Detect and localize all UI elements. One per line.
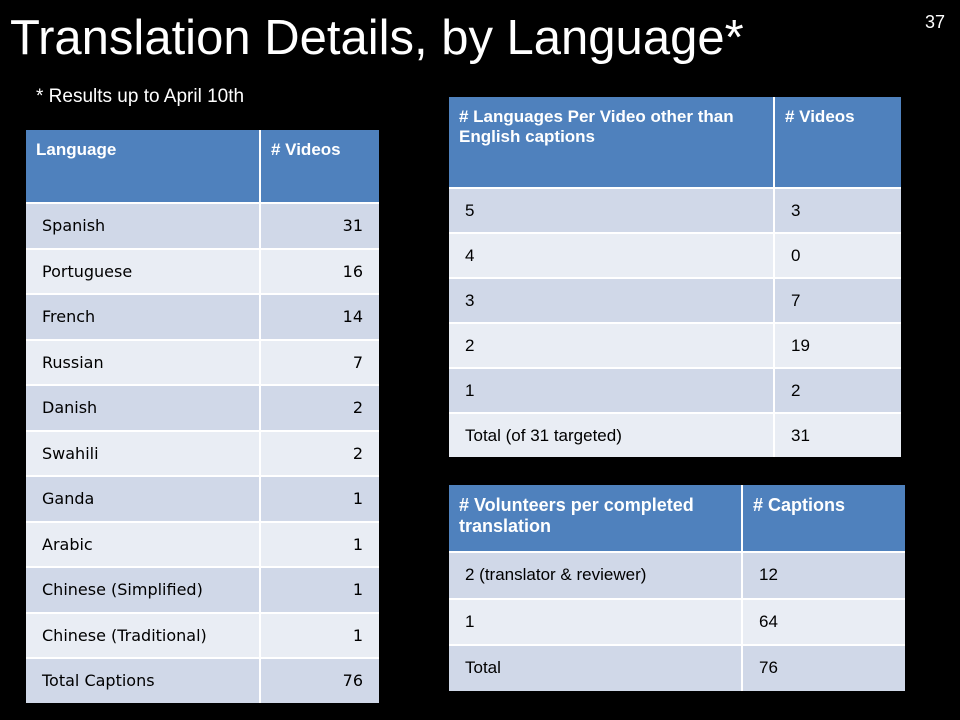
table-row: 3 7 [449,277,901,323]
table-row: Arabic 1 [26,520,379,567]
language-cell: Portuguese [26,247,261,294]
volunteers-table: # Volunteers per completed translation #… [449,485,905,691]
language-cell: Swahili [26,429,261,476]
languages-count-cell: 3 [449,277,775,323]
videos-cell: 16 [260,247,379,294]
table-row: French 14 [26,293,379,340]
column-header-volunteers: # Volunteers per completed translation [449,485,743,552]
column-header-captions: # Captions [742,485,905,552]
table-header-row: Language # Videos [26,130,379,203]
videos-cell: 7 [260,338,379,385]
languages-count-cell: Total (of 31 targeted) [449,412,775,457]
languages-per-video-table: # Languages Per Video other than English… [449,97,901,457]
table-header-row: # Volunteers per completed translation #… [449,485,905,552]
videos-cell: 1 [260,611,379,658]
table-row: Chinese (Traditional) 1 [26,611,379,658]
videos-cell: 19 [774,322,901,368]
languages-table: Language # Videos Spanish 31 Portuguese … [26,130,379,703]
table-row: Ganda 1 [26,475,379,522]
videos-cell: 14 [260,293,379,340]
videos-cell: 1 [260,566,379,613]
language-cell: Danish [26,384,261,431]
language-cell: Arabic [26,520,261,567]
column-header-languages-per-video: # Languages Per Video other than English… [449,97,775,188]
table-row: Russian 7 [26,338,379,385]
videos-cell: 2 [260,429,379,476]
table-row: Chinese (Simplified) 1 [26,566,379,613]
languages-count-cell: 5 [449,187,775,233]
table-row: Danish 2 [26,384,379,431]
column-header-videos: # Videos [260,130,379,203]
videos-cell: 31 [774,412,901,457]
column-header-videos: # Videos [774,97,901,188]
volunteers-cell: 2 (translator & reviewer) [449,551,743,599]
table-row: 2 (translator & reviewer) 12 [449,551,905,599]
language-cell: Chinese (Traditional) [26,611,261,658]
language-cell: Russian [26,338,261,385]
language-cell: Ganda [26,475,261,522]
captions-cell: 64 [742,597,905,645]
volunteers-cell: Total [449,644,743,691]
column-header-language: Language [26,130,261,203]
table-row-total: Total 76 [449,644,905,691]
videos-cell: 2 [260,384,379,431]
slide-title: Translation Details, by Language* [10,11,744,65]
table-row-total: Total (of 31 targeted) 31 [449,412,901,457]
table-row: Spanish 31 [26,202,379,249]
slide-number: 37 [925,12,946,32]
table-row: Portuguese 16 [26,247,379,294]
captions-cell: 76 [742,644,905,691]
videos-cell: 76 [260,657,379,703]
table-row-total: Total Captions 76 [26,657,379,703]
videos-cell: 7 [774,277,901,323]
table-row: 4 0 [449,232,901,278]
table-row: 2 19 [449,322,901,368]
table-row: 1 2 [449,367,901,413]
videos-cell: 0 [774,232,901,278]
results-footnote: * Results up to April 10th [36,86,245,107]
videos-cell: 1 [260,475,379,522]
languages-count-cell: 2 [449,322,775,368]
table-row: 1 64 [449,597,905,645]
language-cell: Chinese (Simplified) [26,566,261,613]
language-cell: Total Captions [26,657,261,703]
table-header-row: # Languages Per Video other than English… [449,97,901,188]
volunteers-cell: 1 [449,597,743,645]
language-cell: Spanish [26,202,261,249]
videos-cell: 31 [260,202,379,249]
captions-cell: 12 [742,551,905,599]
language-cell: French [26,293,261,340]
table-row: Swahili 2 [26,429,379,476]
videos-cell: 3 [774,187,901,233]
videos-cell: 2 [774,367,901,413]
videos-cell: 1 [260,520,379,567]
table-row: 5 3 [449,187,901,233]
languages-count-cell: 4 [449,232,775,278]
languages-count-cell: 1 [449,367,775,413]
